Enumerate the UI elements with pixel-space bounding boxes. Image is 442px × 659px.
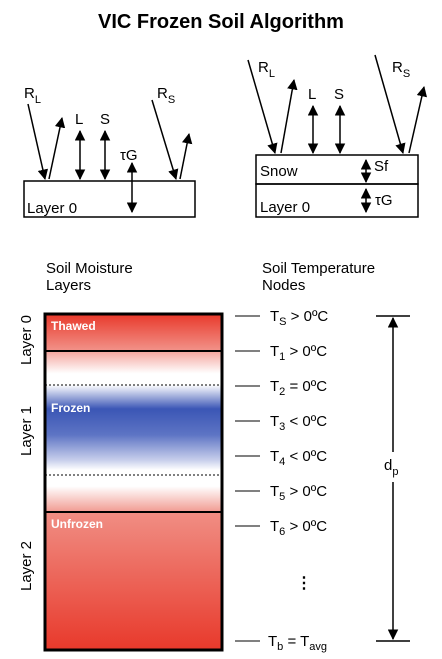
node-label-6: T6 > 0ºC bbox=[270, 518, 327, 538]
snow-rs-incoming-arrow bbox=[374, 54, 406, 155]
node-label-5: T5 > 0ºC bbox=[270, 483, 327, 503]
snow-s-label: S bbox=[334, 86, 344, 103]
bare-l-label: L bbox=[75, 111, 83, 128]
bare-soil-layer0-box bbox=[23, 180, 196, 218]
node-label-3: T3 < 0ºC bbox=[270, 413, 327, 433]
bare-tg-label: τG bbox=[120, 147, 138, 164]
dp-label: dp bbox=[384, 457, 398, 478]
temperature-node-list: TS > 0ºC T1 > 0ºC T2 = 0ºC T3 < 0ºC T4 < 0ºC… bbox=[235, 308, 328, 538]
snow-l-label: L bbox=[308, 86, 316, 103]
rs-outgoing-arrow bbox=[179, 132, 193, 180]
rs-incoming-arrow bbox=[151, 99, 179, 181]
unfrozen-layer2-fill bbox=[45, 512, 222, 650]
node-label-4: T4 < 0ºC bbox=[270, 448, 327, 468]
soil-temp-heading: Soil Temperature bbox=[262, 260, 375, 277]
soil-column-border bbox=[43, 312, 224, 652]
node-label-0: TS > 0ºC bbox=[270, 308, 328, 328]
snow-label: Snow bbox=[260, 163, 298, 180]
layer1-fill bbox=[45, 351, 222, 512]
node-label-1: T1 > 0ºC bbox=[270, 343, 327, 363]
bare-layer0-label: Layer 0 bbox=[27, 200, 77, 217]
node-ellipsis: ⋮ bbox=[296, 575, 312, 592]
soil-moisture-heading-line2: Layers bbox=[46, 277, 91, 294]
snow-tg-label: τG bbox=[375, 192, 393, 209]
soil-moisture-heading: Soil Moisture bbox=[46, 260, 133, 277]
layer2-side-label: Layer 2 bbox=[18, 541, 35, 591]
bare-rs-label: RS bbox=[157, 85, 175, 106]
snow-rl-outgoing-arrow bbox=[280, 78, 298, 154]
bare-s-label: S bbox=[100, 111, 110, 128]
snow-panel bbox=[247, 54, 428, 218]
node-label-bottom: Tb = Tavg bbox=[268, 633, 327, 653]
soil-temp-heading-line2: Nodes bbox=[262, 277, 305, 294]
layer0-side-label: Layer 0 bbox=[18, 315, 35, 365]
thawed-layer0-fill bbox=[45, 314, 222, 351]
layer1-side-label: Layer 1 bbox=[18, 406, 35, 456]
node-label-2: T2 = 0ºC bbox=[270, 378, 327, 398]
soil-column bbox=[43, 312, 224, 652]
rl-incoming-arrow bbox=[27, 103, 49, 181]
damping-depth-indicator bbox=[376, 315, 410, 642]
sf-label: Sf bbox=[374, 158, 389, 175]
snow-rl-label: RL bbox=[258, 59, 275, 80]
snow-panel-layer0-label: Layer 0 bbox=[260, 199, 310, 216]
snow-rs-label: RS bbox=[392, 59, 410, 80]
frozen-label: Frozen bbox=[51, 401, 90, 415]
unfrozen-label: Unfrozen bbox=[51, 517, 103, 531]
snow-panel-layer0-box bbox=[255, 183, 419, 218]
rl-outgoing-arrow bbox=[48, 116, 66, 180]
snow-rs-outgoing-arrow bbox=[408, 85, 428, 154]
bare-soil-panel bbox=[23, 99, 196, 218]
diagram-title: VIC Frozen Soil Algorithm bbox=[98, 11, 344, 33]
snow-rl-incoming-arrow bbox=[247, 59, 278, 155]
bare-rl-label: RL bbox=[24, 85, 41, 106]
thawed-label: Thawed bbox=[51, 319, 96, 333]
